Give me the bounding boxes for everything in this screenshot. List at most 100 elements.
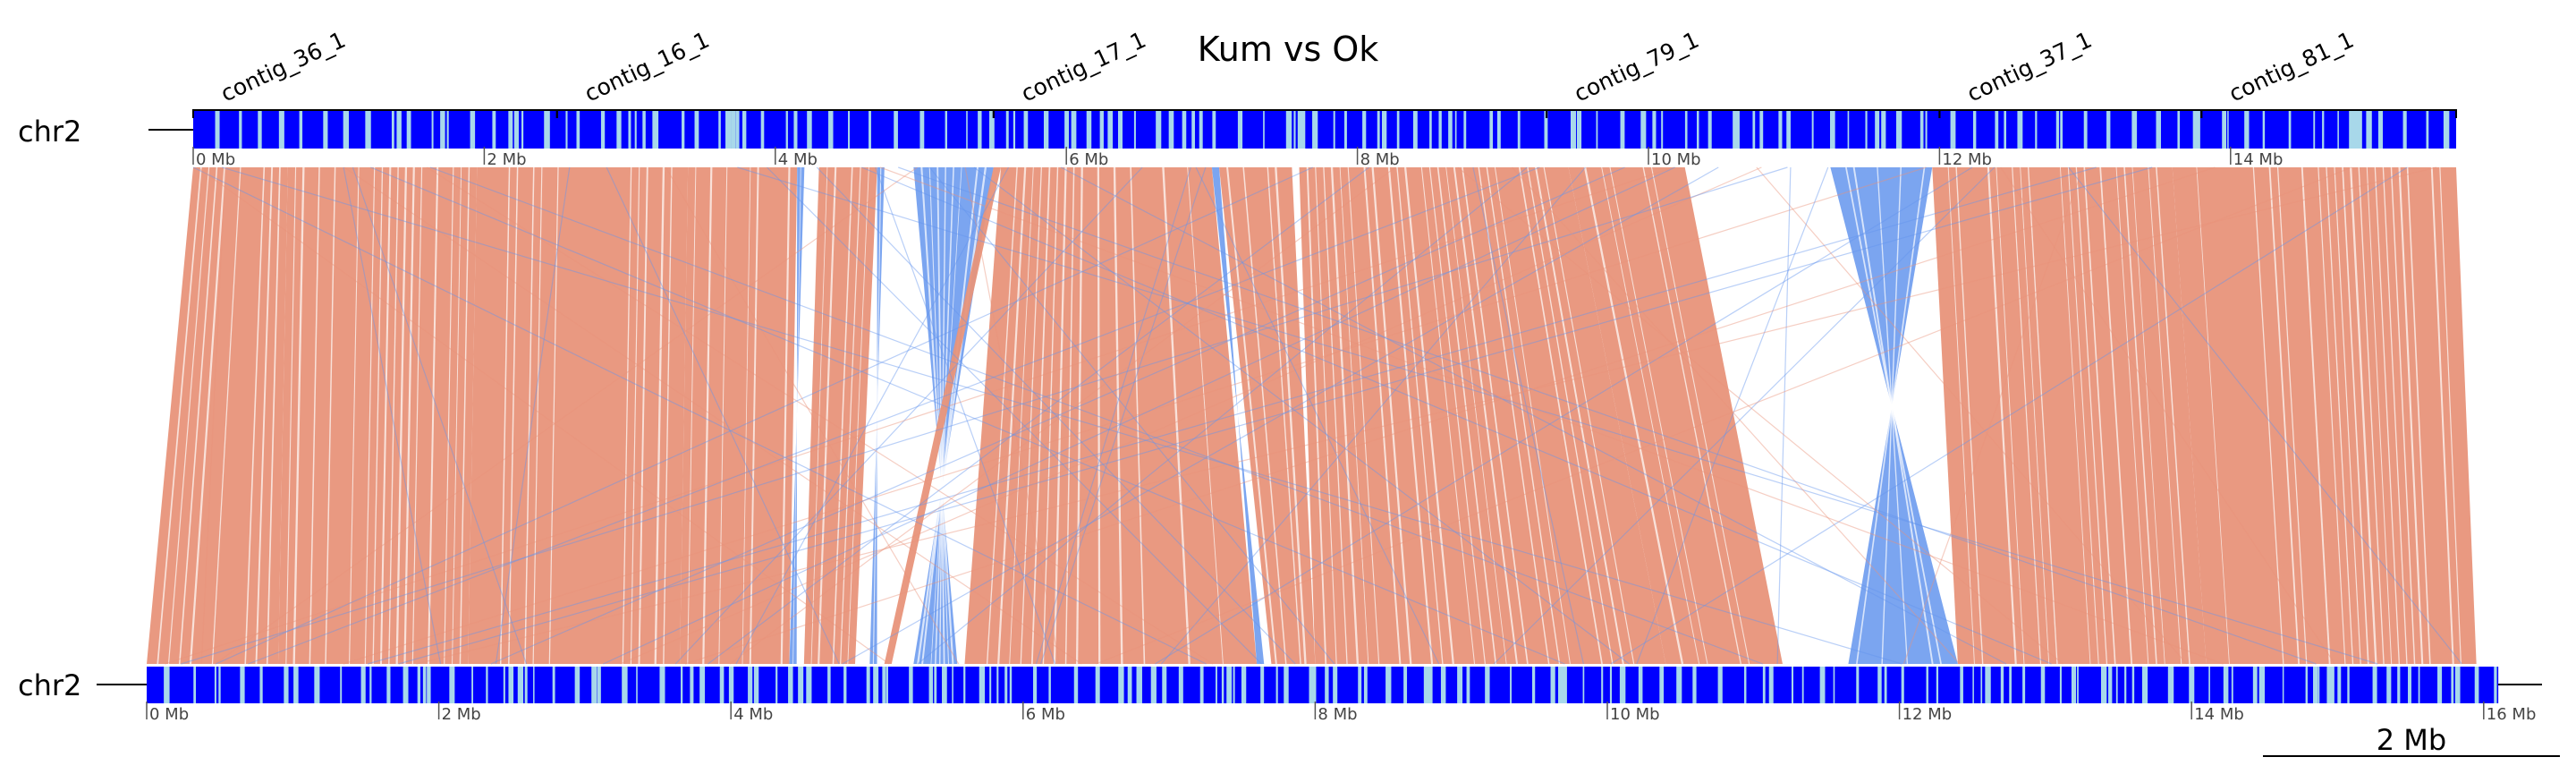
chrom-block — [1363, 667, 1368, 703]
chrom-block — [1558, 667, 1563, 703]
chrom-block — [945, 111, 947, 149]
chrom-block — [1168, 111, 1174, 149]
chrom-block — [1684, 111, 1688, 149]
chrom-block — [600, 111, 606, 149]
synteny-link — [1776, 166, 1792, 665]
chrom-block — [2017, 111, 2023, 149]
chrom-block — [167, 667, 170, 703]
chrom-block — [1496, 111, 1501, 149]
synteny-link — [1610, 166, 2408, 665]
chrom-block — [2156, 111, 2162, 149]
chrom-block — [1609, 667, 1613, 703]
synteny-link — [1756, 166, 2188, 665]
ribbon-gap — [364, 166, 376, 665]
chrom-block — [1438, 111, 1442, 149]
chrom-block — [492, 111, 496, 149]
synteny-link — [367, 166, 2097, 665]
ribbon-gap — [2020, 166, 2050, 665]
chrom-block — [524, 667, 528, 703]
ribbon-gap — [2398, 166, 2424, 665]
ribbon-gap — [630, 166, 640, 665]
ribbon-gap — [1996, 166, 2025, 665]
ribbon-gap — [255, 166, 274, 665]
tick-label: 14 Mb — [2194, 705, 2244, 724]
ribbon-gap — [1535, 166, 1624, 665]
tick-label: 0 Mb — [196, 150, 235, 169]
chrom-block — [2262, 111, 2266, 149]
chrom-block — [2313, 111, 2316, 149]
ribbon-gap — [2012, 166, 2042, 665]
ribbon-gap — [325, 166, 336, 665]
ribbon-gap — [1852, 166, 1934, 665]
chrom-block — [760, 111, 765, 149]
chrom-block — [1601, 667, 1604, 703]
synteny-ribbon — [2172, 167, 2477, 664]
chrom-block — [1819, 667, 1826, 703]
synteny-link — [416, 166, 2437, 665]
synteny-link — [767, 166, 1262, 665]
chrom-block — [1830, 111, 1835, 149]
top-chrom-blocks — [193, 111, 2456, 149]
ribbon-gap — [1315, 166, 1337, 665]
chrom-block — [544, 111, 549, 149]
ribbon-gap — [1583, 166, 1684, 665]
ribbon-gap — [1162, 166, 1191, 665]
ribbon-gap — [1097, 166, 1101, 665]
chrom-block — [1013, 111, 1016, 149]
chrom-block — [2060, 111, 2063, 149]
synteny-link — [620, 166, 1762, 665]
tick-label: 4 Mb — [733, 705, 773, 724]
chrom-block — [1127, 667, 1132, 703]
ribbon-gap — [2156, 166, 2190, 665]
ribbon-gap — [1042, 166, 1059, 665]
chrom-block — [2330, 667, 2334, 703]
chrom-block — [446, 111, 449, 149]
chrom-block — [793, 111, 798, 149]
chrom-block — [1099, 111, 1104, 149]
ribbon-gap — [292, 166, 305, 665]
ribbon-gap — [1527, 166, 1614, 665]
chrom-block — [963, 667, 966, 703]
chrom-block — [508, 111, 513, 149]
chrom-block — [1926, 667, 1928, 703]
chrom-block — [1162, 667, 1167, 703]
chrom-block — [1466, 667, 1470, 703]
chrom-block — [2397, 667, 2401, 703]
ribbon-gap — [1462, 166, 1529, 665]
chrom-block — [1454, 111, 1457, 149]
ribbon-gap — [2252, 166, 2284, 665]
ribbon-gap — [2123, 166, 2157, 665]
synteny-link — [426, 166, 1214, 665]
chrom-block — [2040, 667, 2046, 703]
ribbon-gap — [309, 166, 320, 665]
chrom-block — [2443, 111, 2450, 149]
tick-label: 0 Mb — [149, 705, 189, 724]
ribbon-gap — [2382, 166, 2408, 665]
ribbon-gap — [1075, 166, 1083, 665]
chrom-block — [1925, 111, 1928, 149]
synteny-link — [1195, 166, 1440, 665]
ribbon-gap — [2430, 166, 2454, 665]
ribbon-gap — [792, 166, 801, 665]
chrom-block — [616, 111, 622, 149]
chrom-block — [2372, 667, 2377, 703]
chrom-block — [2377, 111, 2384, 149]
chrom-block — [431, 111, 434, 149]
synteny-link — [1096, 166, 2352, 665]
chrom-block — [1428, 667, 1433, 703]
ribbon-gap — [211, 166, 242, 665]
chrom-block — [1744, 667, 1747, 703]
chrom-block — [1343, 111, 1347, 149]
synteny-link — [674, 166, 1143, 665]
chrom-block — [1759, 111, 1764, 149]
synteny-link — [197, 166, 890, 665]
synteny-link — [200, 166, 226, 665]
ribbon-gap — [395, 166, 408, 665]
synteny-link — [165, 166, 1674, 665]
chrom-block — [2402, 111, 2407, 149]
contig-label: contig_36_1 — [216, 27, 349, 107]
synteny-link — [917, 166, 1528, 665]
chrom-block — [1263, 111, 1265, 149]
tick-label: 2 Mb — [442, 705, 481, 724]
chrom-block — [1333, 111, 1335, 149]
